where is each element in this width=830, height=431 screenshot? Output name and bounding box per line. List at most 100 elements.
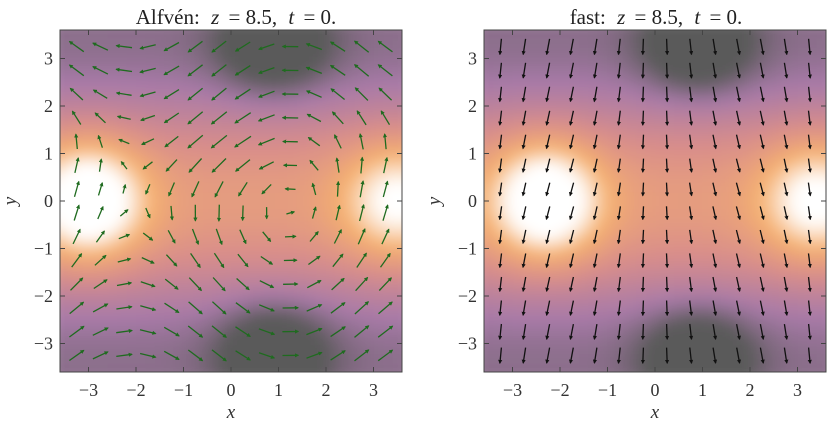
vector-arrow — [783, 110, 789, 126]
vector-arrow — [568, 110, 575, 126]
vector-arrow — [165, 159, 178, 172]
vector-arrow — [214, 181, 224, 198]
y-tick-label: −2 — [34, 286, 53, 306]
vector-arrow — [712, 182, 718, 197]
vector-arrow — [69, 87, 84, 101]
vector-arrow — [306, 351, 323, 359]
vector-arrow — [783, 347, 789, 364]
vector-arrow — [117, 257, 132, 263]
vector-arrow — [237, 253, 249, 268]
vector-arrow — [735, 253, 741, 269]
vector-arrow — [521, 110, 527, 126]
vector-arrow — [284, 186, 296, 192]
vector-arrow — [568, 38, 574, 56]
vector-arrow — [807, 347, 812, 365]
vector-arrow — [211, 301, 227, 315]
vector-arrow — [664, 134, 670, 150]
vector-arrow — [92, 351, 109, 360]
vector-arrow — [569, 158, 575, 173]
vector-arrow — [616, 276, 621, 293]
vector-arrow — [259, 280, 275, 289]
vector-arrow — [498, 158, 503, 173]
vector-arrow — [498, 62, 503, 79]
vector-arrow — [688, 206, 694, 221]
vector-arrow — [191, 181, 200, 198]
vector-arrow — [329, 41, 346, 52]
vector-arrow — [498, 110, 503, 126]
vector-arrow — [357, 228, 366, 245]
y-tick-label: −2 — [458, 286, 477, 306]
vector-arrow — [355, 276, 369, 292]
vector-arrow — [640, 134, 646, 150]
heatmap-fast — [484, 30, 826, 372]
vector-arrow — [188, 301, 203, 315]
x-tick-label: 3 — [793, 380, 802, 400]
vector-arrow — [664, 229, 670, 245]
y-tick-label: −3 — [458, 334, 477, 354]
vector-arrow — [356, 252, 367, 268]
vector-arrow — [140, 114, 156, 122]
vector-arrow — [236, 278, 250, 291]
vector-arrow — [142, 161, 153, 170]
vector-arrow — [383, 156, 389, 174]
vector-arrow — [235, 326, 251, 338]
vector-arrow — [73, 204, 80, 221]
vector-arrow — [163, 89, 180, 100]
vector-arrow — [331, 277, 345, 291]
x-tick-label: 2 — [322, 380, 331, 400]
vector-arrow — [187, 325, 204, 338]
vector-arrow — [640, 110, 646, 126]
vector-arrow — [640, 158, 646, 173]
vector-arrow — [330, 326, 346, 338]
vector-arrow — [521, 347, 527, 364]
vector-arrow — [807, 253, 812, 269]
vector-arrow — [377, 64, 393, 77]
vector-arrow — [616, 86, 621, 103]
vector-arrow — [759, 158, 765, 173]
vector-arrow — [116, 352, 133, 358]
vector-arrow — [759, 347, 765, 364]
vector-arrow — [139, 67, 156, 74]
vector-arrow — [640, 276, 646, 293]
vector-arrow — [736, 347, 742, 364]
y-tick-label: 1 — [44, 144, 53, 164]
vector-arrow — [498, 276, 503, 293]
vector-arrow — [139, 352, 157, 359]
vector-arrow — [305, 43, 323, 51]
vector-arrow — [191, 228, 200, 245]
vector-arrow — [521, 62, 527, 79]
x-tick-label: −1 — [598, 380, 617, 400]
vector-arrow — [545, 110, 551, 126]
vector-arrow — [569, 86, 575, 103]
y-tick-label: 2 — [44, 96, 53, 116]
vector-arrow — [240, 205, 245, 222]
vector-arrow — [168, 182, 175, 197]
vector-arrow — [521, 134, 527, 150]
vector-arrow — [545, 347, 551, 364]
vector-arrow — [807, 300, 812, 317]
vector-arrow — [306, 304, 323, 312]
vector-arrow — [616, 253, 621, 269]
vector-arrow — [498, 134, 503, 150]
vector-arrow — [72, 228, 81, 245]
vector-arrow — [118, 138, 130, 145]
vector-arrow — [74, 157, 80, 174]
vector-arrow — [616, 300, 621, 317]
vector-arrow — [187, 64, 203, 77]
vector-arrow — [92, 66, 109, 75]
vector-arrow — [783, 62, 789, 79]
vector-arrow — [712, 134, 718, 150]
title-alfven-t: t — [288, 5, 295, 29]
vector-arrow — [521, 182, 527, 197]
x-axis-label-alfven: x — [226, 402, 236, 423]
vector-arrow — [378, 301, 393, 315]
vector-arrow — [664, 323, 670, 341]
vector-arrow — [545, 86, 551, 103]
vector-arrow — [238, 181, 248, 197]
vector-arrow — [807, 86, 812, 103]
vector-arrow — [664, 38, 670, 56]
vector-arrow — [807, 38, 812, 56]
y-tick-label: −1 — [34, 239, 53, 259]
vector-arrow — [712, 38, 718, 56]
vector-arrow — [759, 323, 765, 341]
